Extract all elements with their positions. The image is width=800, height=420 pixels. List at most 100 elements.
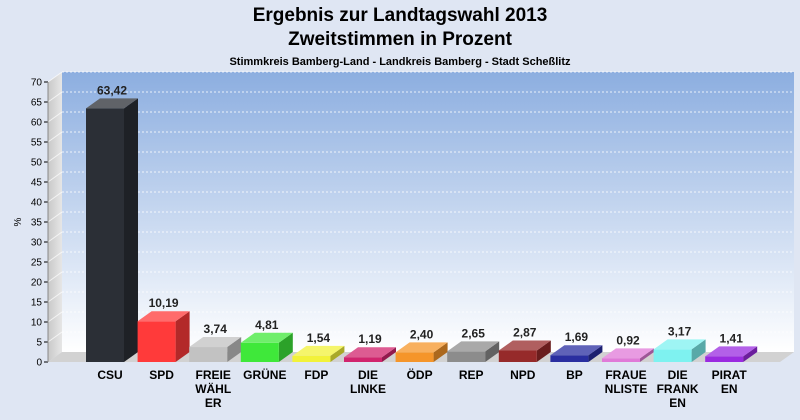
grid-line-side bbox=[47, 231, 63, 243]
bar-side bbox=[640, 348, 654, 362]
grid-line-side bbox=[47, 151, 63, 163]
x-tick-label: DIE LINKE bbox=[350, 368, 386, 396]
x-tick-label-line: WÄHL bbox=[195, 381, 231, 396]
data-label: 0,92 bbox=[616, 333, 640, 347]
x-tick-label-line: DIE bbox=[668, 368, 688, 382]
x-tick-label: ÖDP bbox=[407, 367, 433, 382]
data-label: 1,54 bbox=[307, 331, 331, 345]
grid-line-side bbox=[47, 271, 63, 283]
x-tick-label-line: FRANK bbox=[657, 382, 699, 396]
data-label: 4,81 bbox=[255, 318, 279, 332]
chart-subtitle: Stimmkreis Bamberg-Land - Landkreis Bamb… bbox=[229, 56, 571, 68]
grid-line-side bbox=[47, 291, 63, 303]
x-tick-label: CSU bbox=[97, 368, 122, 382]
x-tick-label-line: PIRAT bbox=[712, 368, 748, 382]
x-tick-label-line: BP bbox=[566, 368, 583, 382]
x-tick-label: PIRAT EN bbox=[712, 368, 748, 396]
bar-top bbox=[240, 332, 293, 343]
bar-top bbox=[395, 342, 448, 353]
y-tick-label: 25 bbox=[31, 258, 43, 269]
bar bbox=[550, 355, 589, 362]
data-label: 1,19 bbox=[358, 332, 382, 346]
bar-top bbox=[292, 345, 345, 356]
bar bbox=[705, 356, 744, 362]
bar-top bbox=[602, 348, 654, 359]
data-label: 2,65 bbox=[462, 326, 486, 340]
bar-top bbox=[86, 98, 138, 109]
data-label: 3,74 bbox=[204, 322, 228, 336]
data-label: 2,40 bbox=[410, 327, 434, 341]
y-tick-label: 10 bbox=[31, 318, 43, 329]
grid-line-side bbox=[47, 111, 63, 123]
bar-side bbox=[691, 339, 706, 362]
x-tick-label: FRAUE NLISTE bbox=[605, 368, 648, 396]
bar-side bbox=[227, 337, 242, 362]
x-tick-label-line: FRAUE bbox=[605, 368, 646, 382]
bar-top bbox=[498, 340, 551, 351]
x-tick-label-line: REP bbox=[459, 368, 484, 382]
bar bbox=[395, 352, 434, 362]
y-tick-label: 70 bbox=[31, 78, 43, 89]
y-tick-label: 0 bbox=[36, 358, 42, 369]
grid-line-side bbox=[47, 331, 63, 343]
data-label: 1,41 bbox=[720, 331, 744, 345]
y-tick-label: 40 bbox=[31, 198, 43, 209]
bar-side bbox=[588, 345, 603, 362]
x-tick-label-line: CSU bbox=[97, 368, 122, 382]
x-tick-label-line: EN bbox=[669, 396, 686, 410]
y-tick-label: 55 bbox=[31, 138, 43, 149]
bar bbox=[86, 108, 124, 362]
y-tick-label: 5 bbox=[36, 338, 42, 349]
bar-side bbox=[330, 345, 345, 362]
x-tick-label-line: LINKE bbox=[350, 382, 386, 396]
bar-top bbox=[550, 345, 603, 356]
y-tick-label: 35 bbox=[31, 218, 43, 229]
bar-side bbox=[278, 332, 293, 362]
grid-line-side bbox=[47, 311, 63, 323]
bar bbox=[653, 349, 692, 362]
grid-line-side bbox=[47, 191, 63, 203]
bar bbox=[292, 355, 331, 362]
bar-side bbox=[124, 98, 138, 362]
y-tick-label: 50 bbox=[31, 158, 43, 169]
x-tick-label-line: FDP bbox=[304, 368, 328, 382]
bar bbox=[240, 342, 279, 362]
x-tick-label-line: EN bbox=[721, 382, 738, 396]
grid-line-side bbox=[47, 131, 63, 143]
y-tick-label: 30 bbox=[31, 238, 43, 249]
x-tick-label-line: NLISTE bbox=[605, 382, 648, 396]
plot-area: 0 5 10 15 20 25 30 35 40 45 50 55 60 65 70 63,42 CSU 10,1… bbox=[31, 71, 794, 410]
x-tick-label-line: ER bbox=[205, 396, 222, 410]
bar bbox=[344, 357, 382, 362]
x-tick-label-line: FREIE bbox=[196, 368, 231, 382]
grid-line-side bbox=[47, 211, 63, 223]
bar-top bbox=[137, 311, 190, 322]
y-tick-label: 20 bbox=[31, 278, 43, 289]
bar-side bbox=[743, 346, 758, 362]
chart-title: Ergebnis zur Landtagswahl 2013 bbox=[253, 5, 548, 26]
x-tick-label: BP bbox=[566, 368, 583, 382]
x-tick-label: NPD bbox=[510, 368, 536, 382]
grid-line-side bbox=[47, 91, 63, 103]
x-tick-label-line: DIE bbox=[358, 368, 378, 382]
y-tick-label: 60 bbox=[31, 118, 43, 129]
chart-title-2: Zweitstimmen in Prozent bbox=[288, 29, 512, 50]
bar-top bbox=[705, 346, 758, 357]
bar-top bbox=[189, 337, 242, 348]
x-tick-label: REP bbox=[459, 368, 484, 382]
bar bbox=[498, 350, 537, 362]
y-tick-label: 15 bbox=[31, 298, 43, 309]
x-tick-label: DIE FRANK EN bbox=[657, 368, 699, 410]
x-tick-label-line: SPD bbox=[149, 368, 174, 382]
y-tick-label: 45 bbox=[31, 178, 43, 189]
bar-side bbox=[433, 342, 448, 362]
x-tick-label-line: ÖDP bbox=[407, 367, 433, 382]
bar bbox=[602, 358, 640, 362]
y-tick-label: 65 bbox=[31, 98, 43, 109]
data-label: 1,69 bbox=[565, 330, 589, 344]
x-tick-label: GRÜNE bbox=[243, 367, 286, 382]
bar-side bbox=[382, 347, 396, 362]
grid-line-side bbox=[47, 71, 63, 83]
bar bbox=[137, 321, 176, 362]
